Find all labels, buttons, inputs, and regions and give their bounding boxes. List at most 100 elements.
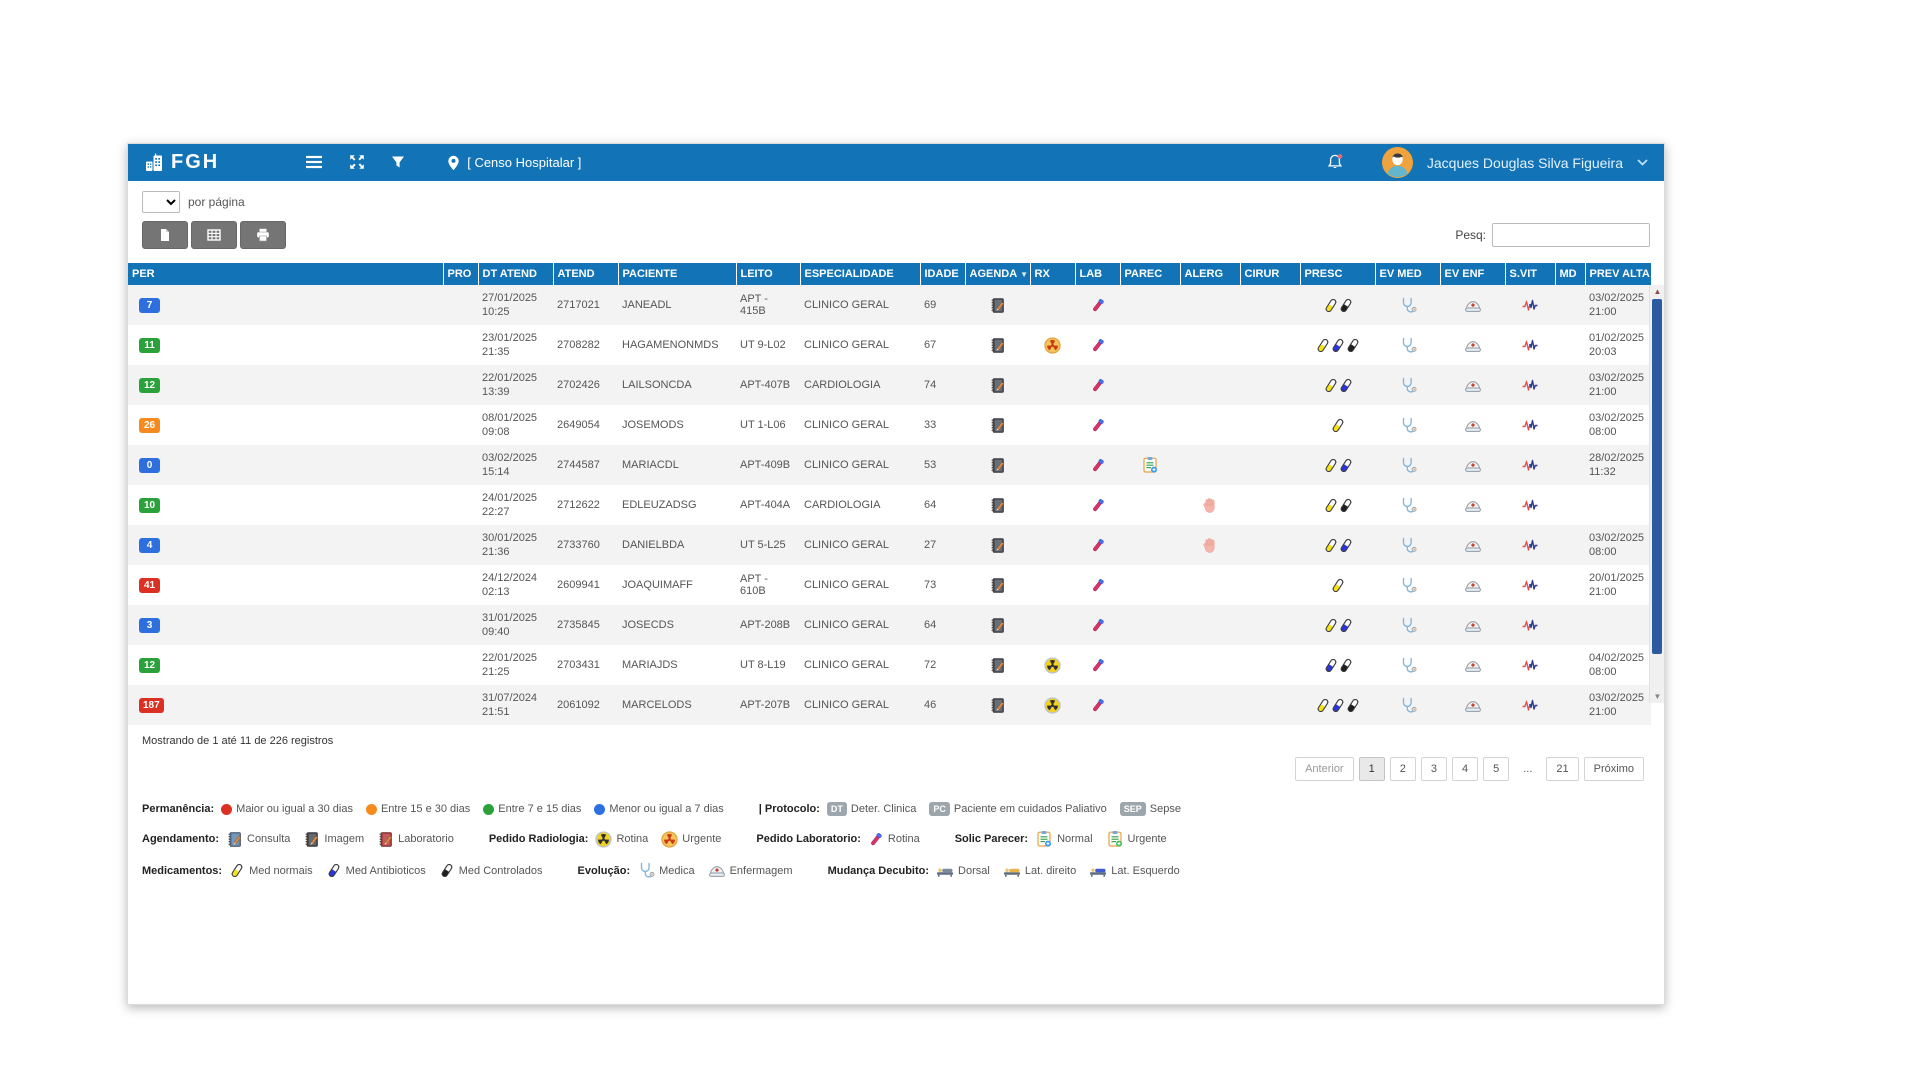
pagination-next[interactable]: Próximo — [1583, 757, 1644, 781]
medical-evolution-icon[interactable] — [1399, 537, 1417, 553]
agenda-icon[interactable] — [989, 617, 1006, 633]
column-header-idade[interactable]: IDADE — [920, 263, 966, 285]
lab-request-icon[interactable] — [1090, 418, 1106, 431]
nursing-evolution-icon[interactable] — [1464, 579, 1482, 592]
nursing-evolution-icon[interactable] — [1464, 459, 1482, 472]
allergy-icon[interactable] — [1202, 498, 1218, 513]
column-header-alerg[interactable]: ALERG — [1180, 263, 1241, 285]
vital-signs-icon[interactable] — [1521, 579, 1539, 591]
vital-signs-icon[interactable] — [1521, 659, 1539, 671]
search-input[interactable] — [1492, 223, 1650, 247]
vital-signs-icon[interactable] — [1521, 459, 1539, 471]
scroll-down-arrow[interactable]: ▼ — [1653, 692, 1662, 701]
medical-evolution-icon[interactable] — [1399, 577, 1417, 593]
pill-blue-icon[interactable] — [1338, 378, 1354, 392]
vital-signs-icon[interactable] — [1521, 499, 1539, 511]
column-header-lab[interactable]: LAB — [1075, 263, 1121, 285]
column-header-rx[interactable]: RX — [1030, 263, 1076, 285]
column-header-cirur[interactable]: CIRUR — [1240, 263, 1301, 285]
pill-yellow-icon[interactable] — [1323, 298, 1339, 312]
parecer-request-icon[interactable] — [1141, 457, 1159, 473]
scrollbar-thumb[interactable] — [1652, 299, 1662, 654]
pill-yellow-icon[interactable] — [1323, 538, 1339, 552]
lab-request-icon[interactable] — [1090, 578, 1106, 591]
column-header-pro[interactable]: PRO — [443, 263, 479, 285]
pagination-page-3[interactable]: 3 — [1420, 757, 1447, 781]
pill-yellow-icon[interactable] — [1323, 498, 1339, 512]
chevron-down-icon[interactable] — [1637, 154, 1648, 172]
pill-black-icon[interactable] — [1338, 498, 1354, 512]
agenda-icon[interactable] — [989, 577, 1006, 593]
medical-evolution-icon[interactable] — [1399, 497, 1417, 513]
table-scrollbar[interactable]: ▲ ▼ — [1649, 285, 1664, 703]
menu-icon[interactable] — [305, 154, 323, 172]
lab-request-icon[interactable] — [1090, 658, 1106, 671]
lab-request-icon[interactable] — [1090, 458, 1106, 471]
nursing-evolution-icon[interactable] — [1464, 619, 1482, 632]
agenda-icon[interactable] — [989, 337, 1006, 353]
column-header-dt-atend[interactable]: DT ATEND — [478, 263, 554, 285]
medical-evolution-icon[interactable] — [1399, 297, 1417, 313]
pill-yellow-icon[interactable] — [1323, 458, 1339, 472]
rx-rotina-icon[interactable] — [1044, 656, 1061, 674]
medical-evolution-icon[interactable] — [1399, 697, 1417, 713]
lab-request-icon[interactable] — [1090, 698, 1106, 711]
column-header-presc[interactable]: PRESC — [1300, 263, 1376, 285]
print-button[interactable] — [240, 221, 286, 249]
pagination-page-4[interactable]: 4 — [1451, 757, 1479, 781]
nursing-evolution-icon[interactable] — [1464, 539, 1482, 552]
pill-blue-icon[interactable] — [1338, 458, 1354, 472]
vital-signs-icon[interactable] — [1521, 619, 1539, 631]
pill-black-icon[interactable] — [1345, 698, 1361, 712]
vital-signs-icon[interactable] — [1521, 379, 1539, 391]
pill-blue-icon[interactable] — [1330, 698, 1346, 712]
vital-signs-icon[interactable] — [1521, 419, 1539, 431]
medical-evolution-icon[interactable] — [1399, 417, 1417, 433]
pill-blue-icon[interactable] — [1323, 658, 1339, 672]
pagination-previous[interactable]: Anterior — [1295, 757, 1354, 781]
lab-request-icon[interactable] — [1090, 538, 1106, 551]
expand-arrows-icon[interactable] — [349, 154, 365, 172]
pill-blue-icon[interactable] — [1338, 538, 1354, 552]
nursing-evolution-icon[interactable] — [1464, 419, 1482, 432]
column-header-atend[interactable]: ATEND — [553, 263, 619, 285]
column-header-ev-enf[interactable]: EV ENF — [1440, 263, 1506, 285]
column-header-prev-alta[interactable]: PREV ALTA — [1585, 263, 1652, 285]
lab-request-icon[interactable] — [1090, 498, 1106, 511]
pill-blue-icon[interactable] — [1330, 338, 1346, 352]
pill-yellow-icon[interactable] — [1330, 418, 1346, 432]
pagination-page-1[interactable]: 1 — [1358, 757, 1385, 781]
rx-rotina-icon[interactable] — [1044, 696, 1061, 714]
medical-evolution-icon[interactable] — [1399, 617, 1417, 633]
table-view-button[interactable] — [191, 221, 237, 249]
pagination-page-5[interactable]: 5 — [1483, 757, 1510, 781]
allergy-icon[interactable] — [1202, 538, 1218, 553]
nursing-evolution-icon[interactable] — [1464, 699, 1482, 712]
column-header-leito[interactable]: LEITO — [736, 263, 801, 285]
lab-request-icon[interactable] — [1090, 618, 1106, 631]
pill-yellow-icon[interactable] — [1323, 618, 1339, 632]
pill-yellow-icon[interactable] — [1315, 338, 1331, 352]
agenda-icon[interactable] — [989, 537, 1006, 553]
pagination-page-21[interactable]: 21 — [1546, 757, 1579, 781]
medical-evolution-icon[interactable] — [1399, 337, 1417, 353]
pill-black-icon[interactable] — [1345, 338, 1361, 352]
agenda-icon[interactable] — [989, 457, 1006, 473]
pagination-page-2[interactable]: 2 — [1389, 757, 1416, 781]
nursing-evolution-icon[interactable] — [1464, 339, 1482, 352]
nursing-evolution-icon[interactable] — [1464, 499, 1482, 512]
vital-signs-icon[interactable] — [1521, 539, 1539, 551]
vital-signs-icon[interactable] — [1521, 699, 1539, 711]
lab-request-icon[interactable] — [1090, 338, 1106, 351]
pill-black-icon[interactable] — [1338, 298, 1354, 312]
scroll-up-arrow[interactable]: ▲ — [1653, 287, 1662, 296]
agenda-icon[interactable] — [989, 497, 1006, 513]
lab-request-icon[interactable] — [1090, 298, 1106, 311]
column-header-md[interactable]: MD — [1555, 263, 1586, 285]
column-header-agenda[interactable]: AGENDA ▼ — [965, 263, 1031, 285]
agenda-icon[interactable] — [989, 297, 1006, 313]
agenda-icon[interactable] — [989, 657, 1006, 673]
filter-icon[interactable] — [391, 154, 405, 172]
medical-evolution-icon[interactable] — [1399, 457, 1417, 473]
agenda-icon[interactable] — [989, 417, 1006, 433]
